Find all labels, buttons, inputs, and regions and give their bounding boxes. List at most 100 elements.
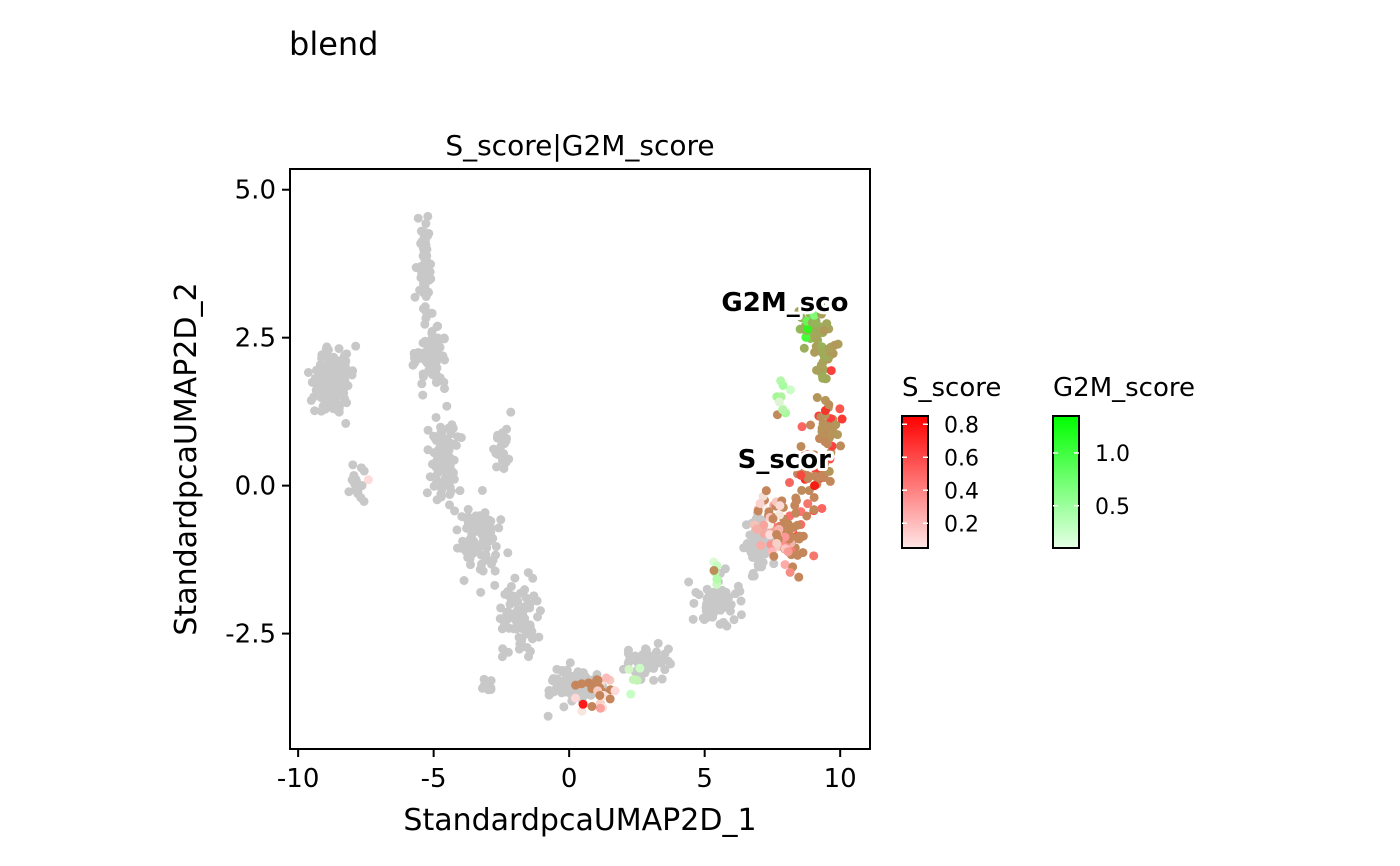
data-point-gray	[498, 644, 508, 654]
data-point-gray	[477, 485, 487, 495]
data-point-scored	[810, 481, 820, 491]
data-point-gray	[502, 424, 512, 434]
data-point-gray	[521, 629, 531, 639]
data-point-gray	[423, 425, 433, 435]
data-point-scored	[756, 540, 766, 550]
data-point-scored	[595, 690, 605, 700]
data-point-scored	[797, 485, 807, 495]
data-point-gray	[520, 585, 530, 595]
data-point-scored	[822, 319, 832, 329]
data-point-gray	[741, 520, 751, 530]
data-point-gray	[421, 219, 431, 229]
data-point-gray	[418, 242, 428, 252]
data-point-gray	[444, 500, 454, 510]
data-point-gray	[717, 585, 727, 595]
data-point-gray	[715, 605, 725, 615]
data-point-gray	[328, 391, 338, 401]
data-point-gray	[468, 549, 478, 559]
data-point-gray	[715, 619, 725, 629]
y-tick-label: -2.5	[225, 620, 276, 650]
data-point-scored	[775, 501, 785, 511]
data-point-gray	[497, 652, 507, 662]
data-point-gray	[410, 292, 420, 302]
data-point-scored	[803, 499, 813, 509]
data-point-gray	[323, 353, 333, 363]
legend-title: S_score	[902, 373, 1001, 403]
data-point-scored	[577, 679, 587, 689]
data-point-gray	[417, 379, 427, 389]
data-point-gray	[736, 596, 746, 606]
data-point-scored	[819, 326, 829, 336]
data-point-gray	[442, 401, 452, 411]
data-point-gray	[336, 386, 346, 396]
data-point-scored	[772, 530, 782, 540]
data-point-gray	[506, 593, 516, 603]
data-point-gray	[544, 685, 554, 695]
data-point-scored	[363, 475, 373, 485]
data-point-gray	[459, 576, 469, 586]
data-point-gray	[478, 566, 488, 576]
data-point-scored	[794, 534, 804, 544]
data-point-gray	[729, 615, 739, 625]
data-point-gray	[481, 538, 491, 548]
data-point-scored	[577, 706, 587, 716]
legend-tick-label: 0.4	[944, 479, 979, 504]
data-point-gray	[348, 460, 358, 470]
data-point-gray	[317, 368, 327, 378]
data-point-scored	[799, 451, 809, 461]
data-point-scored	[709, 565, 719, 575]
data-point-gray	[497, 456, 507, 466]
data-point-gray	[663, 656, 673, 666]
data-point-gray	[490, 580, 500, 590]
data-point-scored	[812, 365, 822, 375]
data-point-gray	[525, 646, 535, 656]
data-point-scored	[610, 686, 620, 696]
data-point-scored	[592, 675, 602, 685]
data-point-scored	[799, 343, 809, 353]
data-point-gray	[449, 455, 459, 465]
data-point-gray	[423, 211, 433, 221]
data-point-gray	[328, 404, 338, 414]
data-point-scored	[768, 514, 778, 524]
data-point-gray	[576, 686, 586, 696]
data-point-scored	[624, 664, 634, 674]
data-point-scored	[785, 385, 795, 395]
data-point-gray	[463, 504, 473, 514]
data-point-scored	[809, 551, 819, 561]
data-point-gray	[694, 590, 704, 600]
data-point-gray	[656, 658, 666, 668]
data-point-gray	[756, 555, 766, 565]
data-point-scored	[815, 472, 825, 482]
data-point-gray	[423, 287, 433, 297]
data-point-gray	[428, 370, 438, 380]
data-point-gray	[483, 684, 493, 694]
data-point-gray	[491, 448, 501, 458]
legend-tick-label: 0.6	[944, 446, 979, 471]
data-point-gray	[492, 462, 502, 472]
data-point-gray	[514, 633, 524, 643]
data-point-gray	[429, 431, 439, 441]
data-point-gray	[445, 482, 455, 492]
data-point-gray	[559, 702, 569, 712]
data-point-gray	[334, 344, 344, 354]
data-point-scored	[628, 675, 638, 685]
data-point-gray	[452, 543, 462, 553]
y-axis-label: StandardpcaUMAP2D_2	[169, 282, 204, 635]
data-point-scored	[780, 560, 790, 570]
data-point-scored	[809, 310, 819, 320]
data-point-scored	[601, 673, 611, 683]
data-point-gray	[645, 651, 655, 661]
legend-tick-label: 0.5	[1095, 495, 1130, 520]
data-point-scored	[824, 400, 834, 410]
data-point-gray	[497, 624, 507, 634]
data-point-scored	[801, 332, 811, 342]
data-point-gray	[464, 519, 474, 529]
data-point-gray	[579, 671, 589, 681]
y-axis: -2.5 0.0 2.5 5.0	[225, 176, 290, 650]
data-point-gray	[456, 433, 466, 443]
data-point-scored	[810, 347, 820, 357]
data-point-gray	[476, 587, 486, 597]
data-point-scored	[774, 397, 784, 407]
data-point-gray	[450, 506, 460, 516]
data-point-gray	[510, 610, 520, 620]
